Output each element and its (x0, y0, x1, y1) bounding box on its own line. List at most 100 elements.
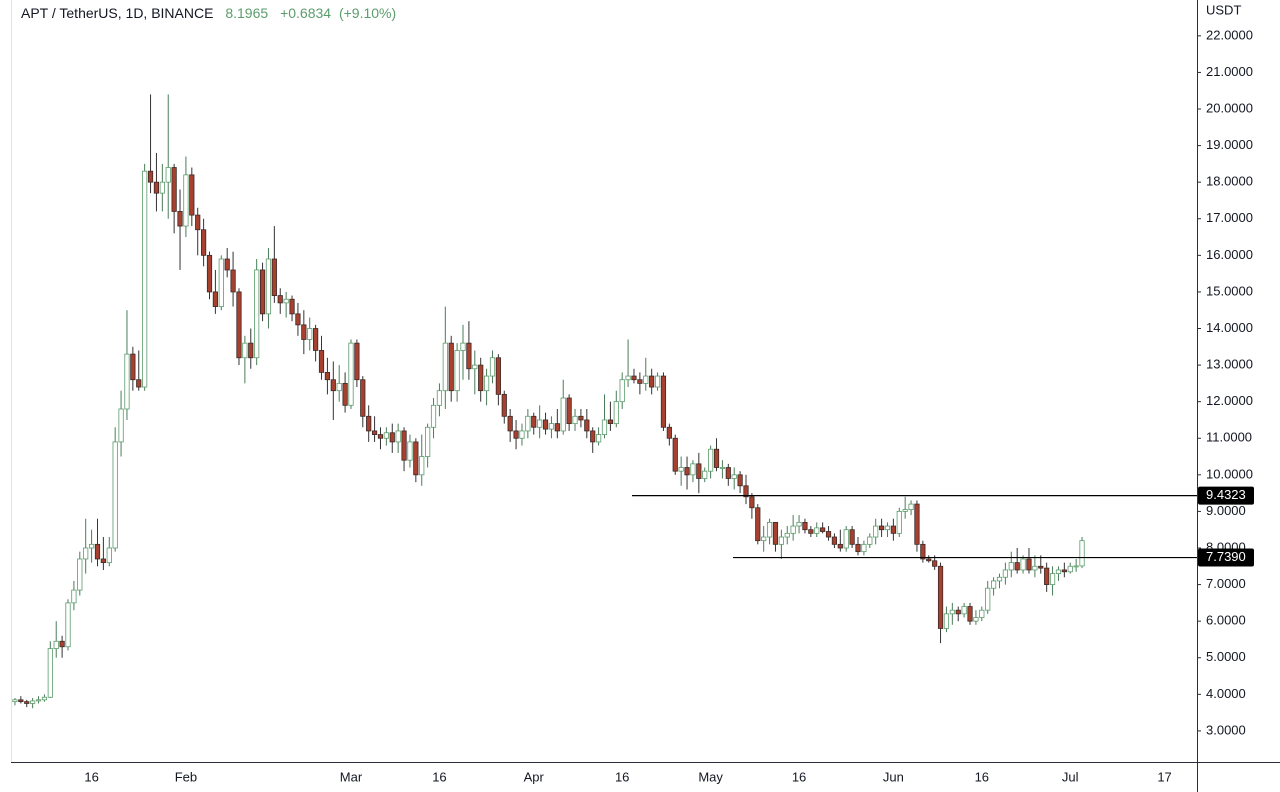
x-tick-label: May (698, 769, 723, 784)
x-tick-label: 17 (1157, 769, 1171, 784)
candle-body (189, 174, 195, 216)
candle-body (531, 415, 537, 428)
candle-body (59, 640, 65, 648)
candle-body (696, 463, 702, 479)
candle-body (212, 291, 218, 307)
candle-body (53, 640, 59, 649)
candle-body (985, 587, 991, 611)
candle-body (218, 258, 224, 307)
candle-body (719, 467, 726, 469)
candle-body (401, 430, 407, 461)
candle-body (501, 393, 507, 417)
candle-body (855, 543, 861, 553)
candle-body (295, 313, 301, 326)
candle-body (731, 474, 737, 479)
candle-body (242, 342, 248, 359)
candle-body (649, 375, 655, 388)
candle-body (71, 589, 77, 604)
candle-body (884, 525, 891, 531)
candle-body (112, 441, 118, 549)
candle-body (808, 529, 814, 534)
candle-body (12, 699, 18, 703)
y-tick-label: 11.0000 (1206, 430, 1252, 445)
candle-body (83, 547, 89, 560)
candle-body (790, 525, 796, 534)
y-tick-label: 15.0000 (1206, 283, 1253, 298)
candle-body (825, 531, 832, 538)
candle-body (472, 364, 478, 370)
candle-body (360, 379, 366, 417)
candle-body (389, 432, 395, 443)
candle-body (366, 415, 372, 432)
y-tick-label: 5.0000 (1206, 649, 1246, 664)
candle-body (1026, 558, 1032, 571)
y-tick-label: 9.0000 (1206, 503, 1246, 518)
candle-body (802, 521, 808, 531)
x-tick-label: Feb (175, 769, 197, 784)
candle-body (725, 467, 731, 479)
candle-body (702, 470, 708, 479)
candle-body (430, 404, 437, 428)
candle-body (495, 357, 501, 395)
candle-body (955, 609, 961, 615)
y-tick-label: 19.0000 (1206, 137, 1253, 152)
candle-body (831, 536, 838, 545)
candle-body (460, 342, 466, 351)
candle-body (1008, 562, 1014, 571)
candle-body (949, 609, 955, 615)
candle-body (566, 397, 572, 425)
x-tick-label: 16 (84, 769, 98, 784)
x-tick-label: 16 (792, 769, 806, 784)
candle-body (596, 434, 602, 443)
candle-body (613, 401, 619, 425)
level-label-box (1198, 548, 1254, 567)
candle-body (849, 529, 855, 545)
candle-body (330, 379, 336, 392)
x-tick-label: Jun (883, 769, 904, 784)
candle-body (578, 415, 584, 421)
candle-body (1079, 540, 1085, 567)
candle-body (159, 181, 165, 194)
y-tick-label: 17.0000 (1206, 210, 1253, 225)
candle-body (442, 342, 448, 392)
candle-body (820, 527, 826, 532)
candle-body (336, 382, 342, 392)
candle-body (342, 382, 348, 406)
candle-body (230, 269, 236, 293)
candle-body (513, 430, 519, 439)
y-tick-label: 16.0000 (1206, 247, 1253, 262)
candle-body (283, 298, 289, 304)
candle-body (708, 448, 714, 472)
y-tick-label: 6.0000 (1206, 613, 1246, 628)
candle-body (448, 342, 454, 392)
candle-body (796, 521, 802, 527)
x-tick-label: 16 (975, 769, 989, 784)
y-tick-label: 7.0000 (1206, 576, 1246, 591)
x-tick-label: 16 (615, 769, 629, 784)
candle-body (896, 511, 902, 534)
candle-body (65, 602, 71, 648)
candle-body (755, 507, 761, 542)
candle-body (35, 699, 42, 702)
candle-body (814, 527, 820, 534)
candle-body (920, 543, 926, 560)
candle-body (165, 167, 171, 183)
candle-body (324, 372, 331, 381)
candle-body (1061, 569, 1067, 573)
candle-body (436, 390, 443, 406)
y-tick-label: 10.0000 (1206, 466, 1253, 481)
y-tick-label: 20.0000 (1206, 100, 1253, 115)
y-tick-label: 4.0000 (1206, 686, 1246, 701)
candle-body (548, 423, 555, 430)
candle-body (425, 426, 431, 457)
x-tick-label: 16 (432, 769, 446, 784)
candle-body (778, 536, 784, 545)
candle-body (590, 430, 596, 443)
candle-body (30, 700, 36, 704)
candle-body (560, 397, 566, 432)
candle-body (861, 543, 867, 553)
candle-body (996, 576, 1003, 582)
y-tick-label: 12.0000 (1206, 393, 1253, 408)
candle-body (407, 441, 413, 461)
